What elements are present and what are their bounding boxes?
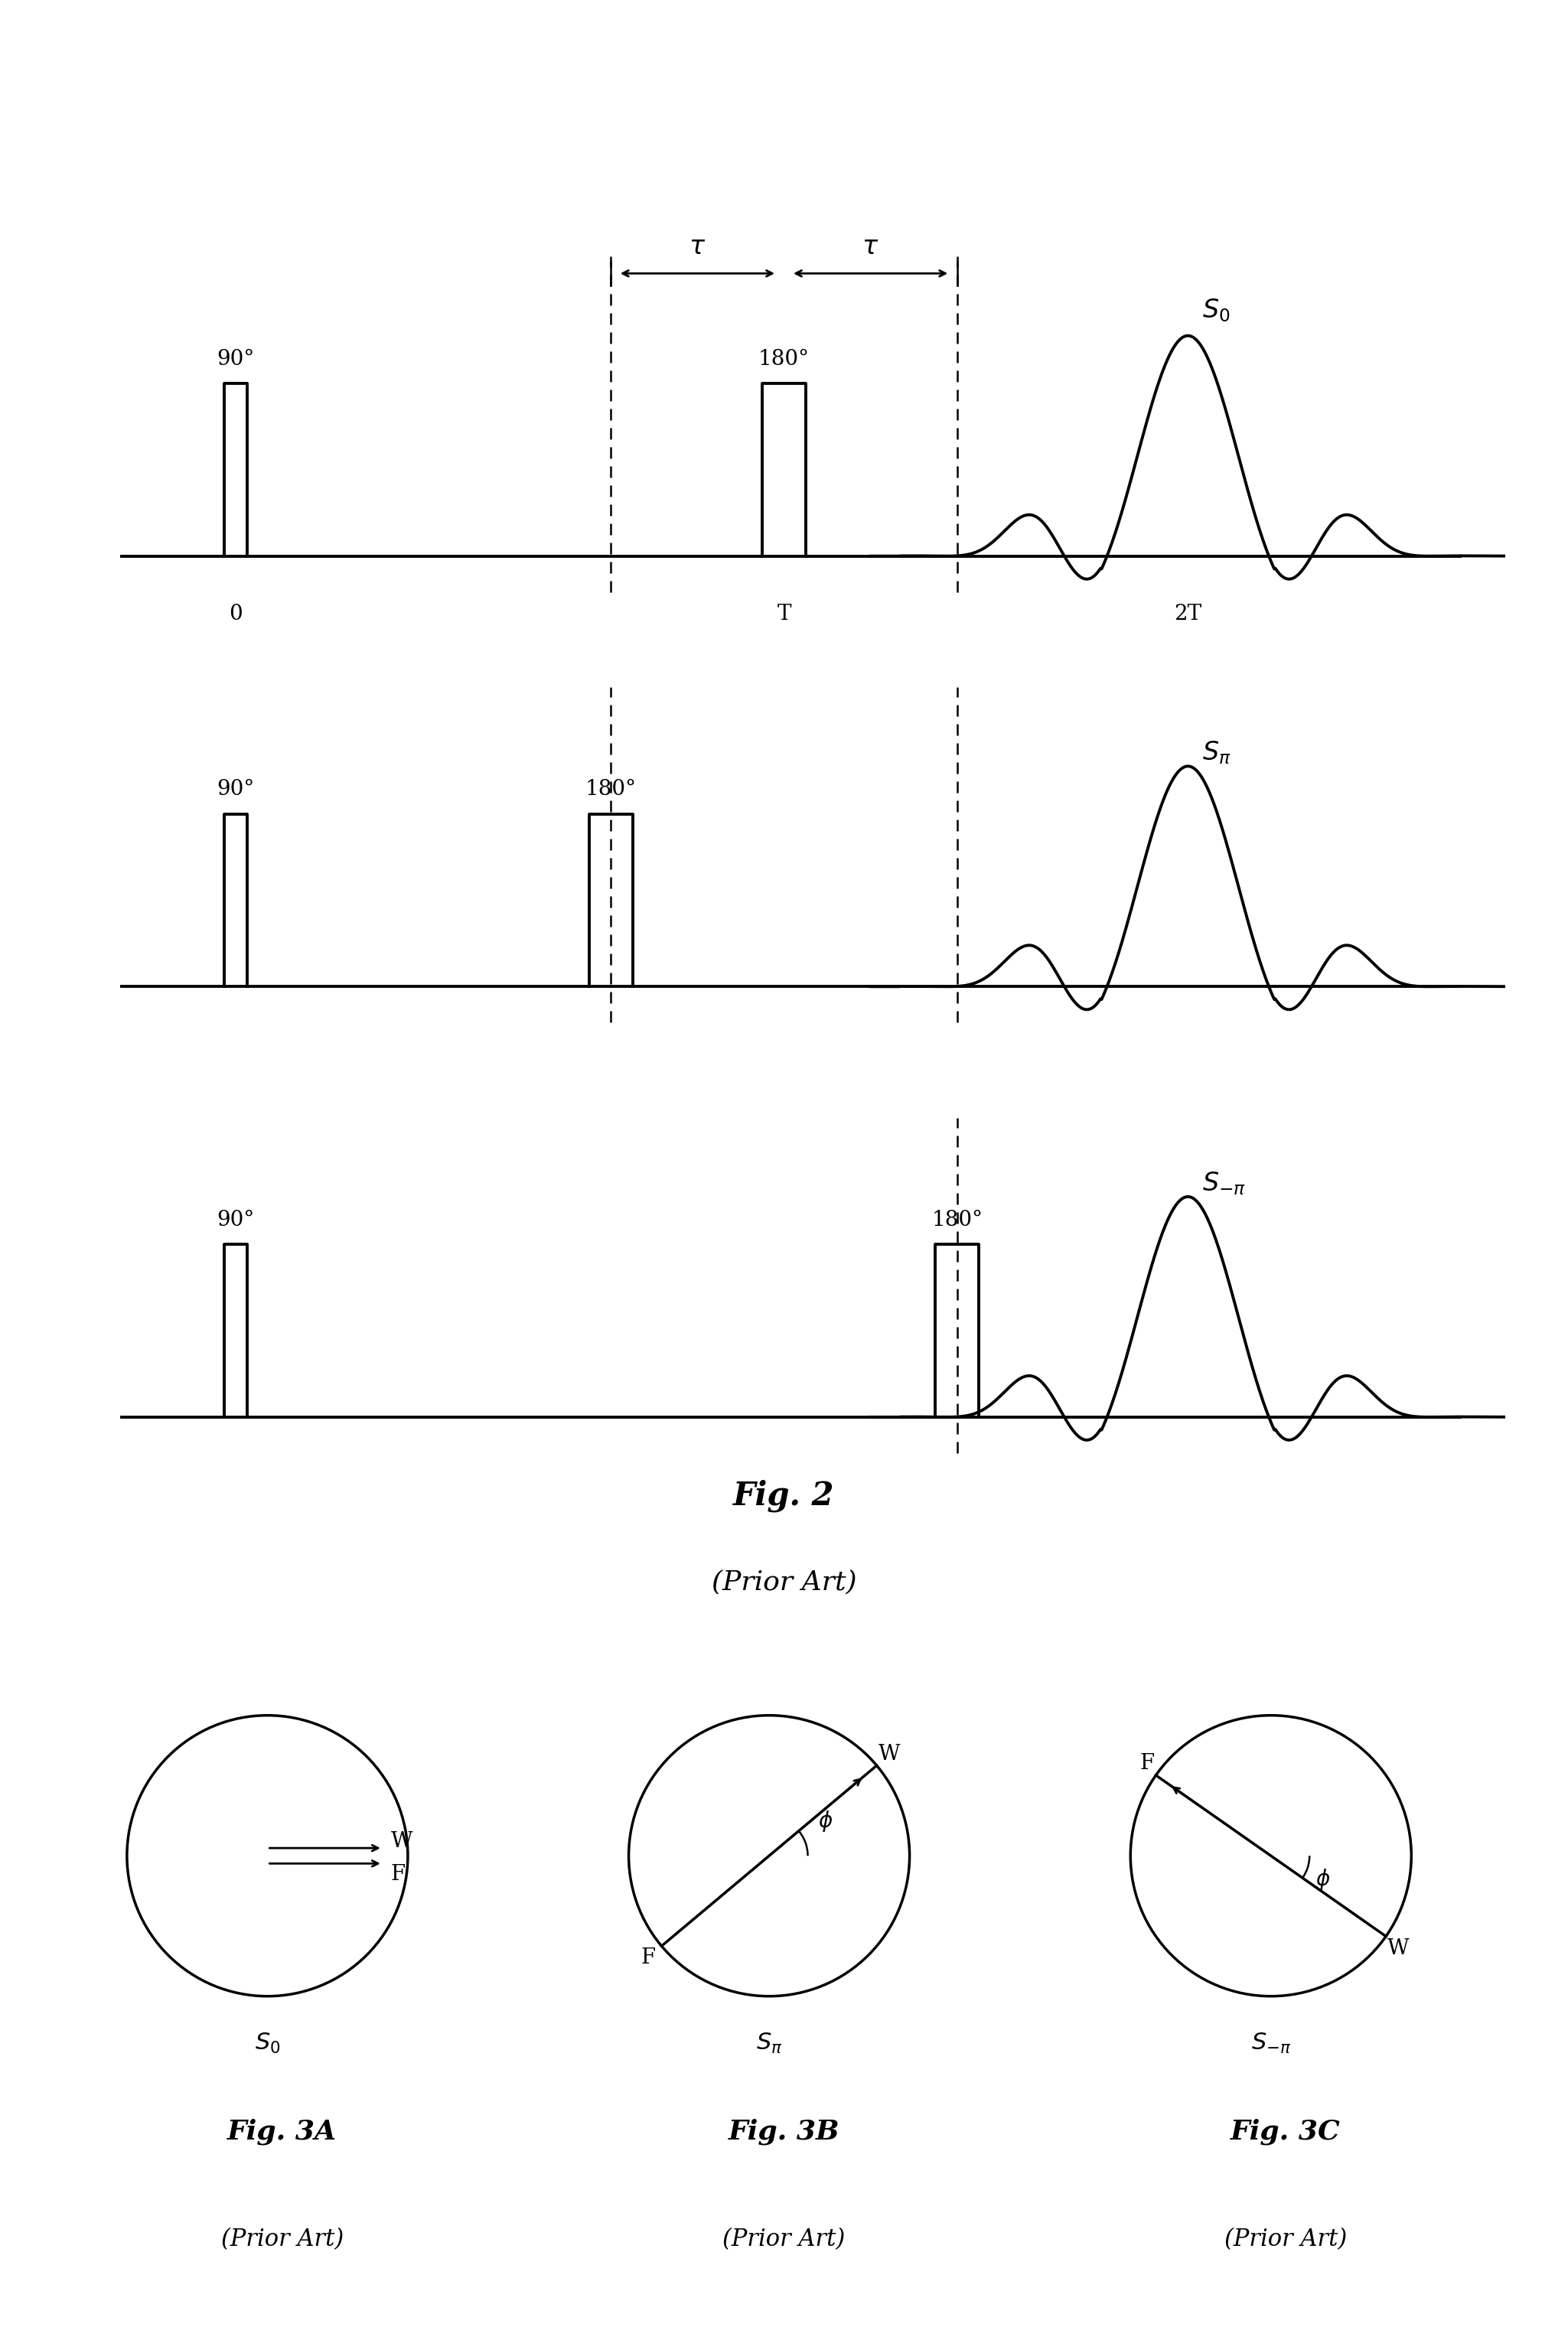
Text: 180°: 180° [585,780,637,800]
Text: 2T: 2T [1174,605,1201,624]
Text: $\phi$: $\phi$ [1316,1866,1331,1892]
Text: $S_\pi$: $S_\pi$ [756,2031,782,2055]
Text: $S_{-\pi}$: $S_{-\pi}$ [1203,1170,1247,1196]
Text: Fig. 3C: Fig. 3C [1231,2118,1341,2145]
Text: W: W [878,1743,900,1764]
Text: W: W [1388,1938,1410,1959]
Text: $S_{-\pi}$: $S_{-\pi}$ [1251,2031,1290,2055]
Text: $S_0$: $S_0$ [1203,298,1231,323]
Text: 180°: 180° [759,349,809,370]
Text: $\tau$: $\tau$ [688,235,706,258]
Text: (Prior Art): (Prior Art) [712,1568,856,1594]
Text: W: W [390,1831,412,1852]
Text: 90°: 90° [216,349,254,370]
Text: $\tau$: $\tau$ [862,235,880,258]
Text: 90°: 90° [216,780,254,800]
Text: $S_0$: $S_0$ [254,2031,281,2055]
Text: T: T [776,605,792,624]
Text: F: F [641,1948,655,1969]
Text: Fig. 3A: Fig. 3A [227,2118,337,2145]
Text: Fig. 2: Fig. 2 [734,1480,834,1513]
Text: F: F [390,1864,406,1885]
Text: 0: 0 [229,605,243,624]
Text: (Prior Art): (Prior Art) [723,2227,845,2253]
Text: F: F [1140,1752,1154,1773]
Text: Fig. 3B: Fig. 3B [728,2118,840,2145]
Text: $S_\pi$: $S_\pi$ [1203,740,1231,766]
Text: (Prior Art): (Prior Art) [221,2227,343,2253]
Text: (Prior Art): (Prior Art) [1225,2227,1347,2253]
Text: 90°: 90° [216,1210,254,1231]
Text: 180°: 180° [931,1210,983,1231]
Text: $\phi$: $\phi$ [818,1808,833,1834]
